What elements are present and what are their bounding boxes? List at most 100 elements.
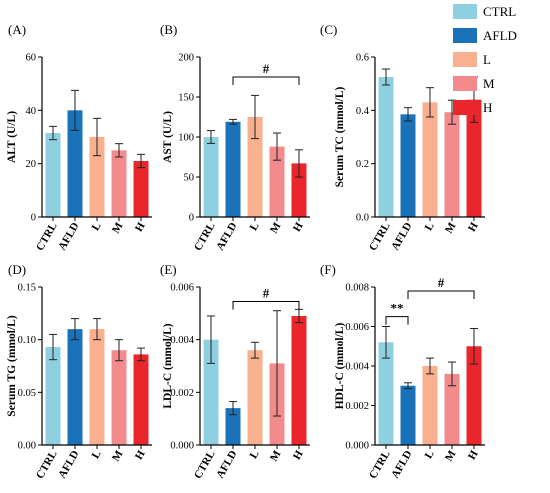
y-tick-label: 0.10	[18, 335, 36, 346]
error-bar	[229, 118, 237, 125]
bar-ctrl	[203, 339, 219, 445]
y-tick-label: 0.006	[170, 283, 194, 294]
x-tick-label: M	[443, 448, 459, 464]
bar-l	[89, 329, 105, 445]
x-tick-label: L	[248, 449, 262, 461]
x-tick-label: CTRL	[34, 449, 60, 481]
y-tick-label: 0.05	[18, 388, 36, 399]
y-tick-label: 150	[178, 93, 194, 104]
y-tick-label: 0.002	[170, 388, 194, 399]
x-tick-label: L	[90, 221, 104, 233]
x-tick-label: M	[268, 448, 284, 464]
legend-label: L	[483, 52, 491, 67]
y-axis-title: LDL-C (mmol/L)	[162, 323, 174, 408]
y-tick-label: 0	[31, 213, 36, 224]
bar-h	[291, 315, 307, 445]
y-tick-label: 0.15	[18, 283, 36, 294]
y-tick-label: 0.4	[356, 106, 370, 117]
legend-swatch	[453, 100, 477, 115]
error-bar	[426, 87, 434, 118]
error-bar	[404, 382, 412, 390]
panel-label: (B)	[160, 22, 177, 37]
bar-l	[422, 366, 438, 445]
error-bar	[295, 149, 303, 178]
bar-afld	[67, 110, 83, 217]
y-tick-label: 0.004	[170, 335, 194, 346]
x-tick-label: M	[110, 220, 126, 236]
x-tick-label: L	[90, 449, 104, 461]
bar-afld	[400, 114, 416, 217]
bar-afld	[225, 121, 241, 217]
legend-item: CTRL	[453, 4, 516, 19]
y-tick-label: 50	[184, 173, 195, 184]
legend-item: L	[453, 52, 491, 67]
panel-label: (F)	[320, 262, 336, 277]
significance-label: **	[391, 301, 404, 316]
y-tick-label: 0.00	[18, 441, 36, 452]
legend-swatch	[453, 76, 477, 91]
significance-bracket: **	[385, 301, 409, 325]
bar-m	[111, 350, 127, 445]
panel-label: (A)	[8, 22, 26, 37]
error-bar	[49, 333, 57, 361]
bar-l	[247, 350, 263, 445]
bar-l	[89, 137, 105, 217]
x-tick-label: AFLD	[389, 448, 414, 480]
bar-afld	[400, 385, 416, 445]
legend-swatch	[453, 52, 477, 67]
legend-swatch	[453, 4, 477, 19]
x-tick-label: CTRL	[367, 221, 393, 253]
legend-label: H	[483, 100, 492, 115]
significance-label: #	[263, 61, 270, 76]
bar-m	[444, 373, 460, 445]
x-tick-label: AFLD	[56, 220, 81, 252]
panel-label: (C)	[320, 22, 337, 37]
x-tick-label: CTRL	[192, 449, 218, 481]
bar-ctrl	[45, 133, 61, 217]
error-bar	[404, 107, 412, 122]
error-bar	[448, 361, 456, 387]
legend-label: CTRL	[483, 4, 516, 19]
y-tick-label: 40	[26, 106, 37, 117]
bar-m	[444, 112, 460, 217]
y-tick-label: 0.004	[345, 362, 369, 373]
x-tick-label: H	[466, 448, 481, 462]
x-tick-label: CTRL	[367, 449, 393, 481]
y-tick-label: 200	[178, 53, 194, 64]
x-tick-label: AFLD	[56, 448, 81, 480]
significance-label: #	[438, 275, 445, 290]
legend-item: H	[453, 100, 492, 115]
y-tick-label: 20	[26, 159, 37, 170]
significance-label: #	[263, 285, 270, 300]
error-bar	[251, 94, 259, 140]
y-tick-label: 0	[189, 213, 194, 224]
error-bar	[137, 153, 145, 169]
y-tick-label: 0.0	[356, 213, 369, 224]
bar-h	[133, 354, 149, 445]
error-bar	[93, 117, 101, 157]
bar-l	[247, 117, 263, 217]
error-bar	[207, 315, 215, 364]
bar-m	[269, 146, 285, 217]
error-bar	[426, 357, 434, 375]
bar-h	[466, 346, 482, 445]
legend-label: AFLD	[483, 28, 517, 43]
x-tick-label: AFLD	[214, 448, 239, 480]
y-axis-title: HDL-C (mmol/L)	[334, 323, 346, 410]
y-axis-title: ALT (U/L)	[6, 111, 18, 163]
x-tick-label: CTRL	[192, 221, 218, 253]
error-bar	[71, 89, 79, 131]
bar-afld	[67, 329, 83, 445]
error-bar	[382, 326, 390, 359]
bar-l	[422, 102, 438, 217]
panel-label: (E)	[160, 262, 177, 277]
x-tick-label: H	[291, 220, 306, 234]
y-tick-label: 0.008	[345, 283, 369, 294]
x-tick-label: H	[133, 220, 148, 234]
bar-m	[111, 150, 127, 217]
y-tick-label: 0.006	[345, 322, 369, 333]
